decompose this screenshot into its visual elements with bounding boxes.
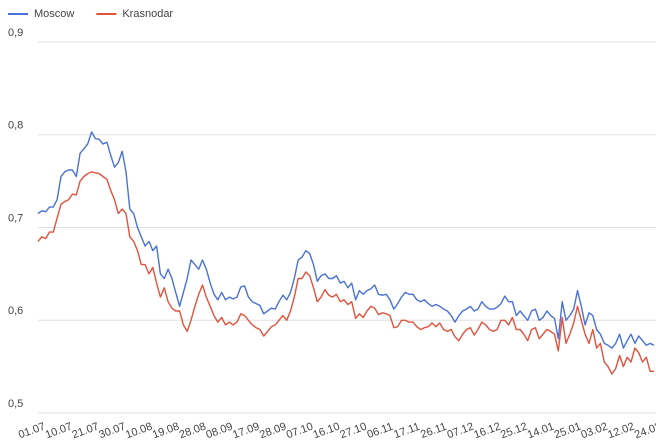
x-tick-label: 30.07 <box>97 421 127 441</box>
x-tick-label: 10.07 <box>44 421 74 441</box>
x-tick-label: 26.11 <box>419 421 448 441</box>
x-tick-label: 03.02 <box>579 421 609 441</box>
y-tick-label: 0,6 <box>8 305 23 317</box>
x-tick-label: 08.09 <box>204 421 234 441</box>
x-tick-label: 27.10 <box>338 421 368 441</box>
y-tick-label: 0,5 <box>8 398 23 410</box>
x-tick-label: 16.10 <box>312 421 342 441</box>
x-tick-label: 25.12 <box>499 421 529 441</box>
x-tick-label: 07.12 <box>446 421 476 441</box>
y-tick-label: 0,7 <box>8 212 23 224</box>
legend-label: Krasnodar <box>122 8 173 20</box>
x-tick-label: 06.11 <box>366 421 395 441</box>
x-tick-label: 24.02 <box>633 421 656 441</box>
x-tick-label: 01.07 <box>17 421 47 441</box>
x-tick-label: 25.01 <box>553 421 583 441</box>
x-tick-label: 28.08 <box>178 421 208 441</box>
x-tick-label: 07.10 <box>285 421 315 441</box>
x-tick-label: 14.01 <box>526 421 556 441</box>
x-tick-label: 10.08 <box>124 421 154 441</box>
x-tick-label: 17.11 <box>392 421 421 441</box>
y-tick-label: 0,8 <box>8 120 23 132</box>
series-line <box>37 171 654 375</box>
x-tick-label: 17.09 <box>231 421 261 441</box>
legend-label: Moscow <box>34 8 74 20</box>
x-tick-label: 28.09 <box>258 421 288 441</box>
x-tick-label: 12.02 <box>606 421 636 441</box>
x-tick-label: 19.08 <box>151 421 181 441</box>
x-tick-label: 21.07 <box>71 421 101 441</box>
y-tick-label: 0,9 <box>8 27 23 39</box>
series-line <box>37 131 655 349</box>
x-tick-label: 16.12 <box>472 421 502 441</box>
